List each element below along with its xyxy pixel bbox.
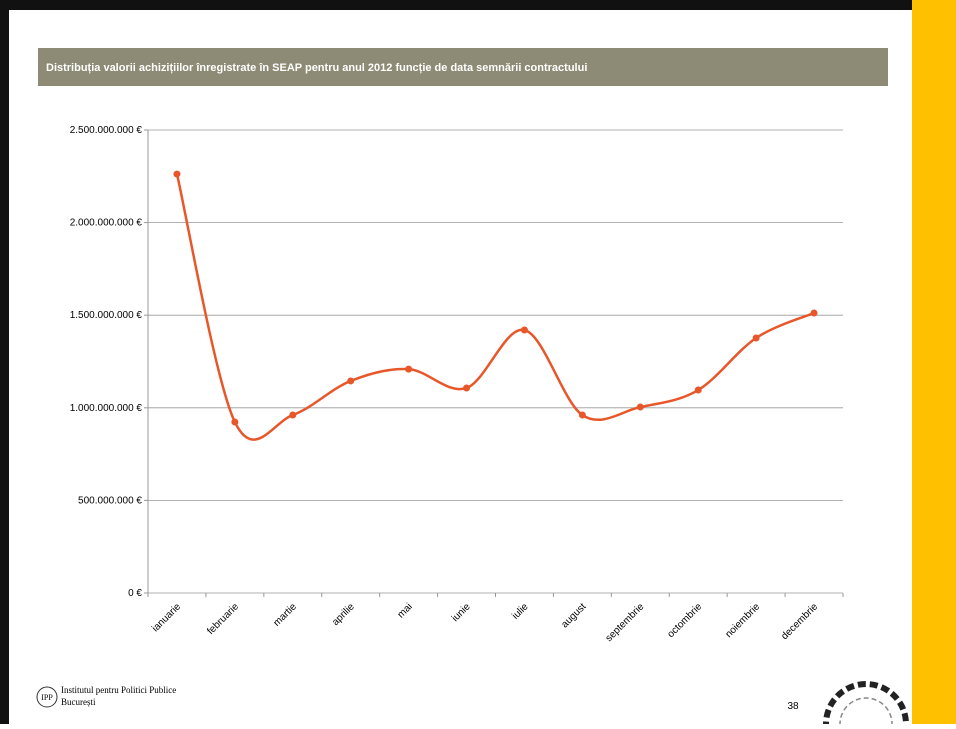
side-band <box>912 0 956 724</box>
point <box>173 170 181 178</box>
point <box>694 386 702 394</box>
y-tick-label: 1.500.000.000 € <box>70 310 143 321</box>
org-city: București <box>61 697 96 707</box>
org-name: Institutul pentru Politici Publice <box>61 685 176 695</box>
y-tick-label: 2.000.000.000 € <box>70 218 143 229</box>
left-border <box>0 0 9 724</box>
point <box>289 411 297 419</box>
logo-circle <box>36 686 58 708</box>
title-bar <box>38 48 888 86</box>
point <box>578 411 586 419</box>
point <box>752 334 760 342</box>
logo: IPP <box>41 693 53 702</box>
point <box>231 418 239 426</box>
point <box>405 365 413 373</box>
top-border <box>0 0 912 10</box>
y-tick-label: 500.000.000 € <box>78 495 142 506</box>
y-tick-label: 2.500.000.000 € <box>70 125 143 136</box>
point <box>463 384 471 392</box>
chart-title: Distribuția valorii achizițiilor înregis… <box>46 62 587 74</box>
page-number: 38 <box>787 701 799 712</box>
y-tick-label: 1.000.000.000 € <box>70 403 143 414</box>
point <box>810 309 818 317</box>
point <box>347 377 355 385</box>
point <box>636 403 644 411</box>
y-tick-label: 0 € <box>128 588 142 599</box>
point <box>520 326 528 334</box>
